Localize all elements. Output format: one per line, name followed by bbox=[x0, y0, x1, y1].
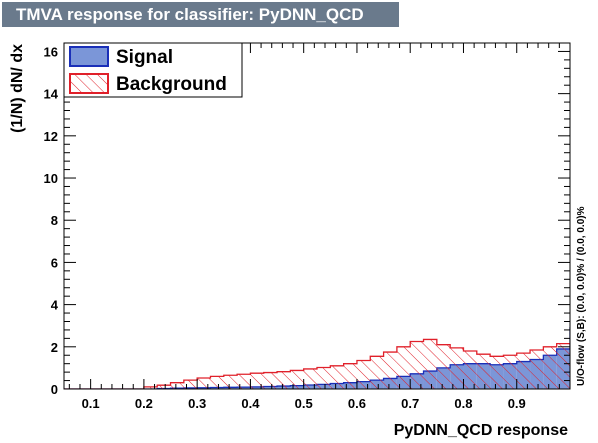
background-bin bbox=[436, 344, 451, 389]
y-tick-label: 2 bbox=[51, 340, 58, 355]
background-bin bbox=[237, 374, 251, 389]
x-tick-label: 0.9 bbox=[508, 396, 526, 411]
y-tick-label: 12 bbox=[44, 129, 58, 144]
background-bin bbox=[396, 346, 411, 389]
background-bin bbox=[197, 378, 211, 389]
background-bin bbox=[157, 385, 171, 389]
chart-title: TMVA response for classifier: PyDNN_QCD bbox=[2, 2, 399, 27]
y-tick-label: 4 bbox=[51, 298, 59, 313]
background-bin bbox=[223, 375, 238, 389]
background-bin bbox=[556, 343, 570, 389]
plot-frame bbox=[63, 42, 571, 390]
x-tick-label: 0.7 bbox=[401, 396, 419, 411]
background-bin bbox=[370, 356, 384, 389]
background-bin bbox=[303, 368, 317, 389]
background-bin bbox=[490, 356, 504, 389]
background-bin bbox=[356, 360, 371, 389]
background-bin bbox=[423, 339, 437, 389]
background-outline bbox=[64, 338, 570, 389]
background-bin bbox=[250, 373, 264, 389]
x-tick-label: 0.1 bbox=[82, 396, 100, 411]
histogram-layer bbox=[64, 327, 570, 389]
background-bin bbox=[383, 352, 397, 389]
background-bin bbox=[143, 386, 158, 389]
background-bin bbox=[450, 347, 464, 389]
y-tick-label: 6 bbox=[51, 255, 58, 270]
background-bin bbox=[290, 370, 304, 389]
background-bin bbox=[543, 346, 557, 389]
background-bin bbox=[330, 365, 344, 389]
x-tick-label: 0.3 bbox=[188, 396, 206, 411]
background-bin bbox=[530, 349, 544, 389]
overflow-note: U/O-flow (S,B): (0.0, 0.0)% / (0.0, 0.0)… bbox=[576, 206, 587, 386]
axis-ticks: 0.1 0.2 0.3 0.4 0.5 0.6 0.7 0.8 0.9 0 2 4 6 8 10 12 14 16 bbox=[44, 43, 570, 411]
signal-outline bbox=[64, 327, 570, 389]
background-bin bbox=[503, 355, 517, 389]
background-bin bbox=[516, 353, 531, 389]
y-axis-title: (1/N) dN/ dx bbox=[9, 44, 26, 133]
background-bin bbox=[463, 351, 477, 389]
background-bin bbox=[476, 354, 491, 389]
legend-swatch-background bbox=[69, 73, 109, 94]
x-tick-label: 0.5 bbox=[295, 396, 313, 411]
background-bin bbox=[317, 367, 331, 389]
background-bin bbox=[410, 341, 424, 389]
x-tick-label: 0.2 bbox=[135, 396, 153, 411]
y-tick-label: 8 bbox=[51, 213, 58, 228]
legend-label-signal: Signal bbox=[116, 47, 173, 68]
legend-swatch-signal bbox=[69, 46, 109, 67]
background-bin bbox=[210, 376, 224, 389]
legend-label-background: Background bbox=[116, 74, 227, 95]
x-axis-title: PyDNN_QCD response bbox=[394, 422, 568, 439]
x-tick-label: 0.8 bbox=[454, 396, 472, 411]
y-tick-label: 14 bbox=[44, 87, 59, 102]
x-tick-label: 0.4 bbox=[241, 396, 260, 411]
y-tick-label: 0 bbox=[51, 382, 58, 397]
y-tick-label: 10 bbox=[44, 171, 58, 186]
background-bin bbox=[263, 372, 278, 389]
background-bin bbox=[277, 371, 291, 389]
background-bin bbox=[183, 380, 198, 389]
x-tick-label: 0.6 bbox=[348, 396, 366, 411]
legend: Signal Background bbox=[63, 42, 243, 98]
background-bin bbox=[170, 382, 184, 389]
y-tick-label: 16 bbox=[44, 44, 58, 59]
background-bin bbox=[343, 363, 357, 389]
